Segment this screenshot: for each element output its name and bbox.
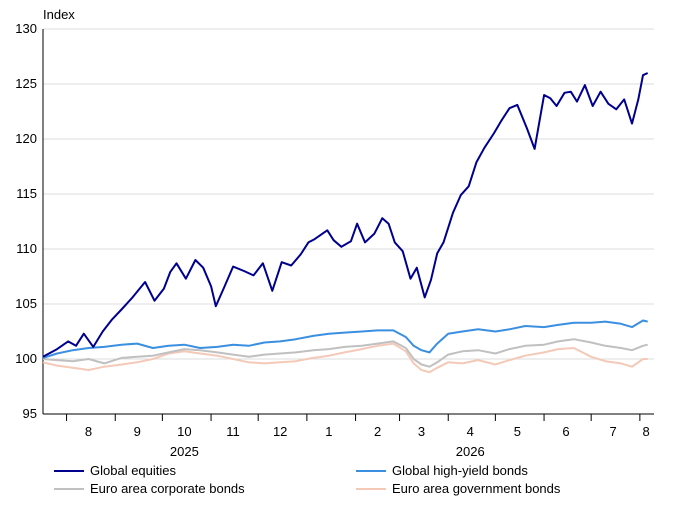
series-lines	[42, 72, 649, 374]
y-tick-label: 130	[15, 21, 37, 36]
x-month-label: 2	[374, 424, 381, 439]
grid	[43, 28, 654, 360]
axes	[42, 29, 654, 421]
series-line-euro-area-corporate-bonds	[42, 338, 648, 368]
x-month-label: 6	[562, 424, 569, 439]
x-month-label: 12	[273, 424, 287, 439]
x-month-label: 11	[226, 424, 240, 439]
x-month-label: 8	[643, 424, 650, 439]
x-year-label: 2026	[456, 444, 485, 459]
y-tick-label: 115	[16, 186, 37, 201]
x-month-label: 7	[610, 424, 617, 439]
x-month-label: 5	[514, 424, 521, 439]
x-month-label: 8	[85, 424, 92, 439]
y-tick-label: 105	[15, 296, 37, 311]
x-month-label: 1	[325, 424, 332, 439]
x-month-label: 10	[177, 424, 191, 439]
y-tick-label: 100	[15, 351, 37, 366]
y-tick-label: 110	[16, 241, 37, 256]
x-year-label: 2025	[170, 444, 199, 459]
x-month-label: 4	[467, 424, 474, 439]
y-tick-label: 125	[15, 76, 37, 91]
y-tick-label: 95	[23, 406, 37, 421]
series-line-global-high-yield-bonds	[42, 319, 648, 359]
y-axis-label: Index	[43, 7, 75, 22]
y-tick-label: 120	[15, 131, 37, 146]
series-line-global-equities	[42, 72, 649, 358]
x-month-label: 3	[418, 424, 425, 439]
x-month-label: 9	[134, 424, 141, 439]
series-line-euro-area-government-bonds	[42, 342, 648, 374]
